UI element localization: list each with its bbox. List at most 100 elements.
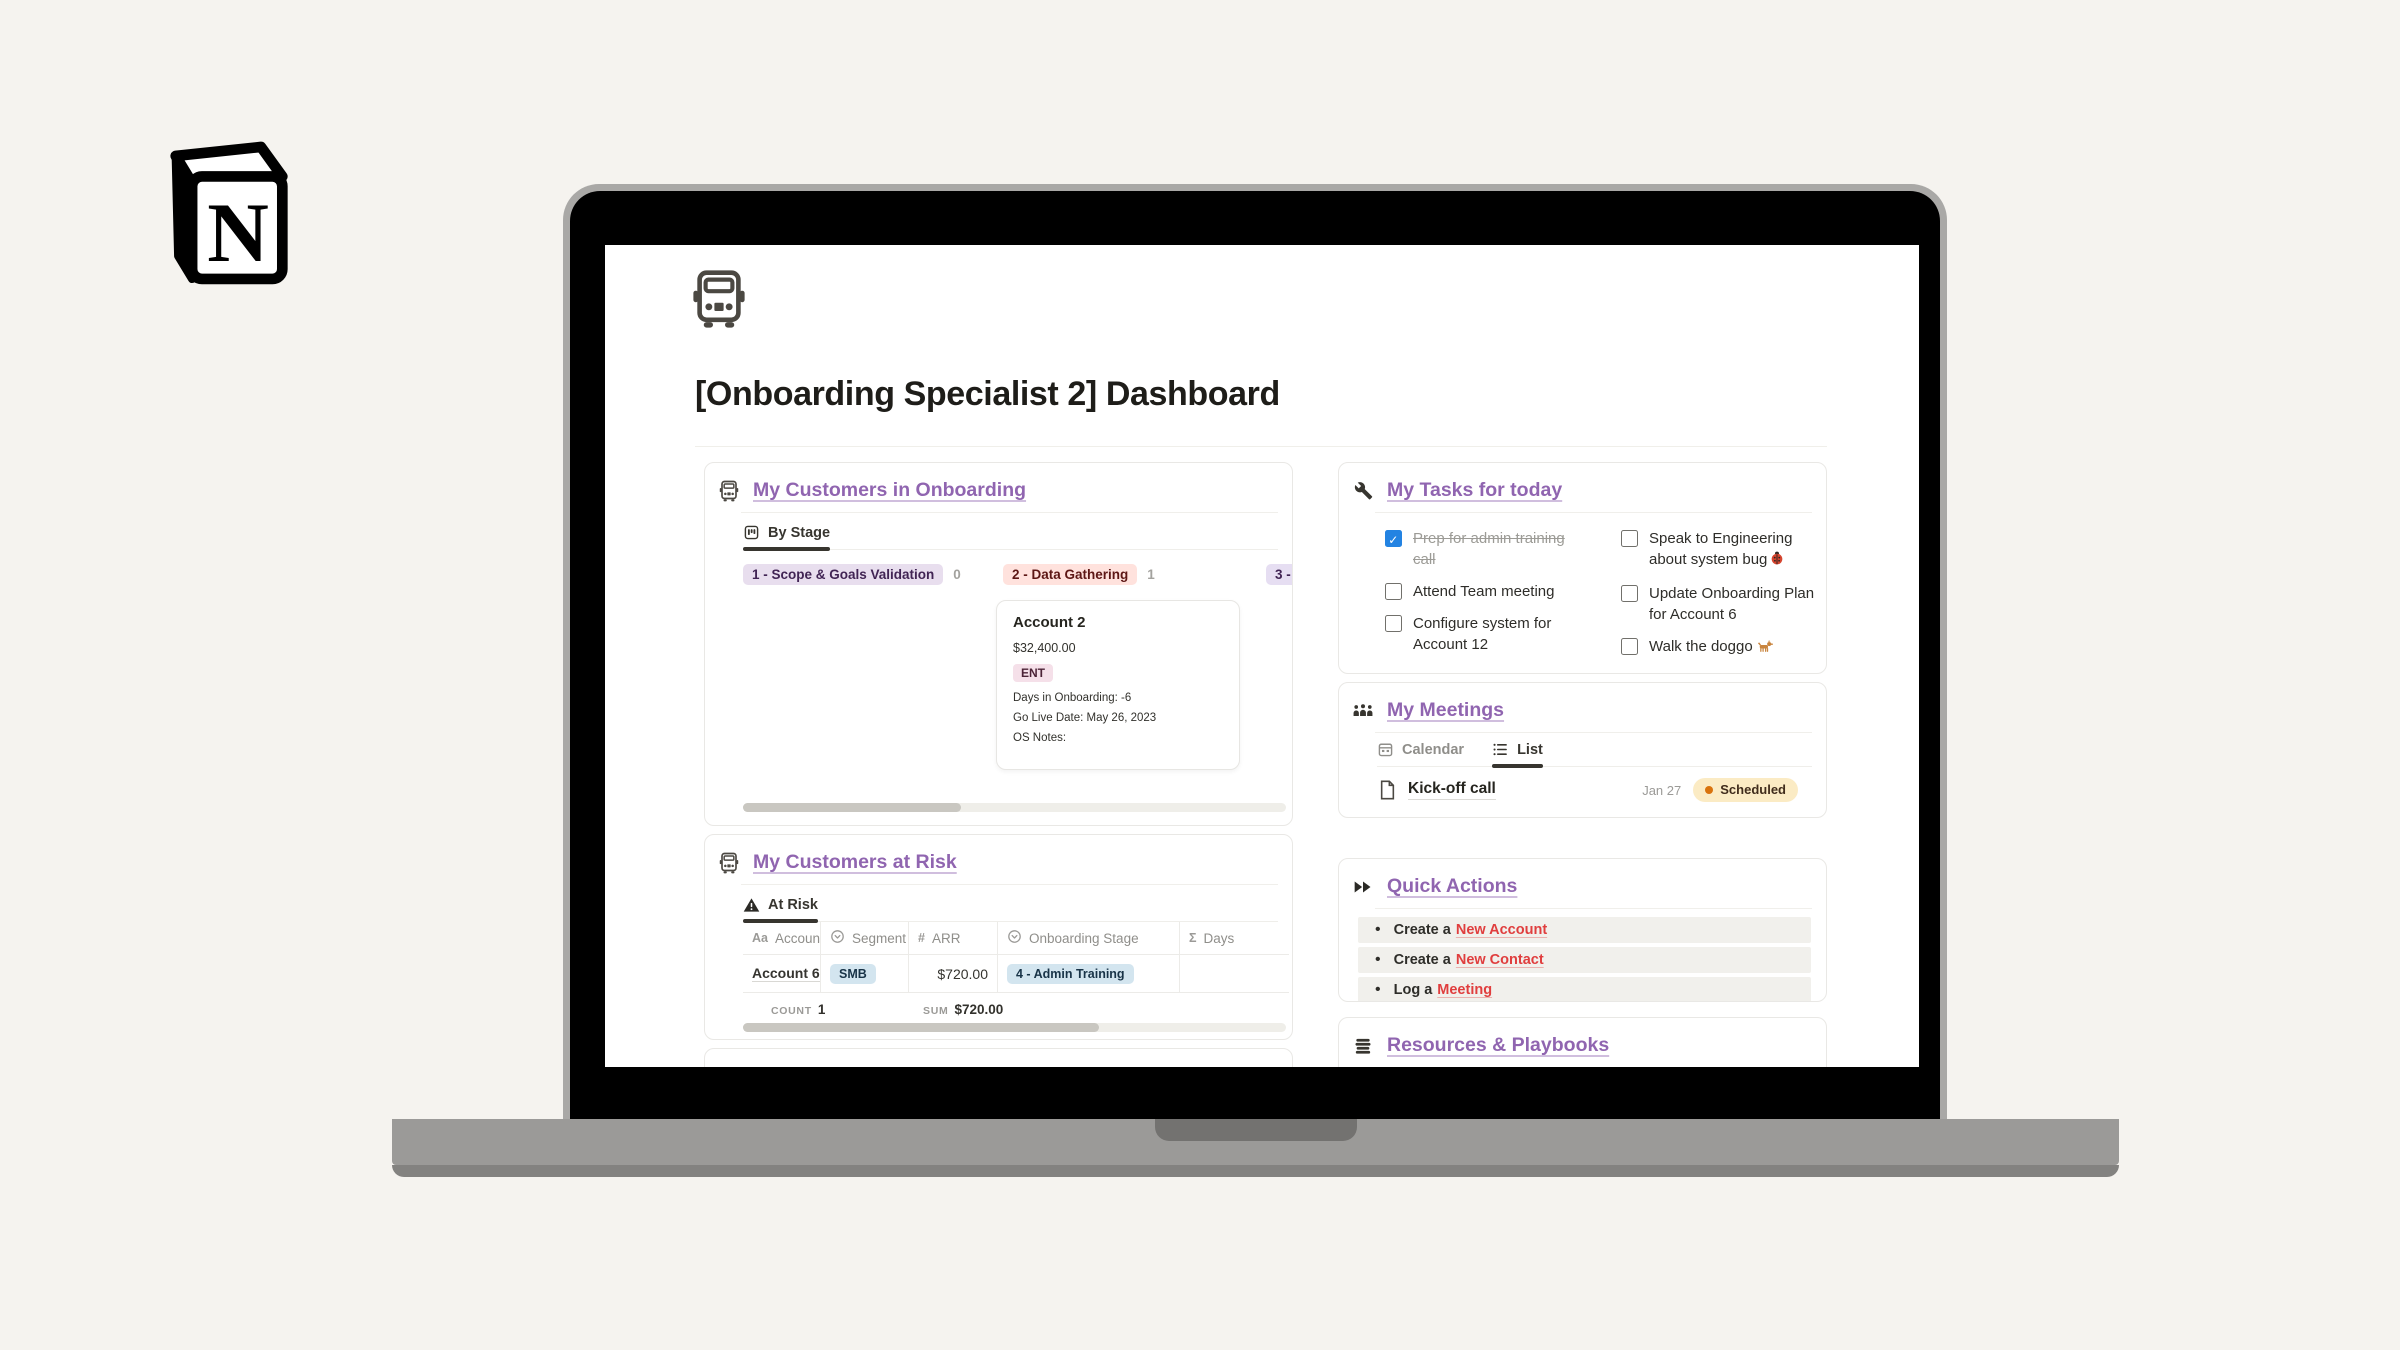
- segment-chip: ENT: [1013, 664, 1053, 682]
- meeting-date: Jan 27: [1642, 782, 1682, 798]
- account-6-link[interactable]: Account 6: [752, 965, 820, 982]
- divider: [741, 512, 1278, 513]
- card-my-meetings: My Meetings Calendar: [1338, 682, 1827, 818]
- task-item: Walk the doggo: [1621, 636, 1826, 659]
- quick-actions-list: Create a New Account Create a New Contac…: [1358, 917, 1811, 1001]
- horizontal-scrollbar[interactable]: [743, 803, 1286, 812]
- column-header-onboarding-stage[interactable]: Onboarding Stage: [998, 922, 1180, 955]
- tab-at-risk[interactable]: At Risk: [743, 896, 818, 923]
- card-customers-at-risk: My Customers at Risk At Risk: [704, 834, 1293, 1040]
- task-item: Prep for admin training call: [1385, 528, 1617, 570]
- people-icon: [1352, 700, 1374, 722]
- task-checkbox[interactable]: [1621, 530, 1638, 547]
- card-customers-onboarding: My Customers in Onboarding By Stage: [704, 462, 1293, 826]
- task-label: Speak to Engineering about system bug: [1649, 530, 1793, 568]
- column-header-days[interactable]: Σ Days: [1180, 922, 1289, 955]
- board-column-chip[interactable]: 3 -: [1266, 564, 1292, 585]
- account-name: Account 2: [1013, 614, 1086, 631]
- new-contact-link[interactable]: New Contact: [1455, 952, 1544, 968]
- resources-playbooks-link[interactable]: Resources & Playbooks: [1387, 1034, 1610, 1056]
- risk-table: Aa Account Segment # ARR: [743, 922, 1289, 1024]
- task-label: Prep for admin training call: [1413, 530, 1565, 568]
- laptop-base-edge: [392, 1165, 2119, 1177]
- laptop-bezel: [Onboarding Specialist 2] Dashboard My C…: [570, 191, 1940, 1119]
- card-resources: Resources & Playbooks: [1338, 1017, 1827, 1067]
- tab-label: By Stage: [768, 524, 831, 541]
- title-divider: [695, 446, 1827, 447]
- page-icon: [1379, 780, 1396, 800]
- wrench-icon: [1352, 480, 1374, 502]
- tab-label: Calendar: [1402, 741, 1465, 758]
- task-checkbox[interactable]: [1621, 585, 1638, 602]
- kick-off-call-link[interactable]: Kick-off call: [1408, 780, 1496, 800]
- customers-onboarding-link[interactable]: My Customers in Onboarding: [753, 479, 1027, 501]
- laptop-screen-frame: [Onboarding Specialist 2] Dashboard My C…: [563, 184, 1947, 1119]
- account-golive: Go Live Date: May 26, 2023: [1013, 712, 1157, 724]
- task-label: Walk the doggo: [1649, 638, 1753, 655]
- account-days: Days in Onboarding: -6: [1013, 692, 1132, 704]
- sum-label: SUM: [923, 1005, 949, 1017]
- tab-label: At Risk: [768, 896, 818, 913]
- board-column-count: 0: [953, 567, 961, 582]
- column-header-arr[interactable]: # ARR: [909, 922, 998, 955]
- scrollbar-thumb[interactable]: [743, 1023, 1099, 1032]
- divider: [741, 884, 1278, 885]
- task-checkbox[interactable]: [1385, 583, 1402, 600]
- meeting-row: Kick-off call Jan 27 Scheduled: [1379, 778, 1798, 802]
- task-label: Update Onboarding Plan for Account 6: [1649, 585, 1815, 623]
- board-view: 1 - Scope & Goals Validation 0 2 - Data …: [743, 564, 1292, 804]
- my-tasks-link[interactable]: My Tasks for today: [1387, 479, 1563, 501]
- number-property-icon: #: [918, 931, 925, 945]
- column-header-account[interactable]: Aa Account: [743, 922, 821, 955]
- tab-by-stage[interactable]: By Stage: [743, 524, 831, 551]
- log-meeting-link[interactable]: Meeting: [1437, 982, 1493, 998]
- laptop-base: [392, 1119, 2119, 1165]
- card-my-tasks: My Tasks for today Prep for admin traini…: [1338, 462, 1827, 674]
- board-column-chip[interactable]: 2 - Data Gathering: [1003, 564, 1138, 585]
- board-view-icon: [743, 524, 760, 541]
- task-item: Attend Team meeting: [1385, 581, 1617, 602]
- tab-label: List: [1517, 741, 1543, 758]
- select-icon: [830, 929, 845, 947]
- tab-list[interactable]: List: [1492, 741, 1543, 768]
- fast-forward-icon: [1352, 876, 1374, 898]
- notion-page: [Onboarding Specialist 2] Dashboard My C…: [605, 245, 1919, 1067]
- new-account-link[interactable]: New Account: [1455, 922, 1548, 938]
- divider: [1375, 512, 1812, 513]
- quick-action-item: Log a Meeting: [1358, 977, 1811, 1001]
- sum-value: $720.00: [954, 1002, 1004, 1017]
- scrollbar-thumb[interactable]: [743, 803, 961, 812]
- divider: [1375, 732, 1812, 733]
- laptop-notch: [1154, 1119, 1357, 1141]
- task-item: Update Onboarding Plan for Account 6: [1621, 583, 1826, 625]
- ladybug-emoji-icon: [1770, 550, 1784, 572]
- horizontal-scrollbar[interactable]: [743, 1023, 1286, 1032]
- board-column-chip[interactable]: 1 - Scope & Goals Validation: [743, 564, 944, 585]
- text-property-icon: Aa: [752, 931, 768, 945]
- card-quick-actions: Quick Actions Create a New Account Creat…: [1338, 858, 1827, 1002]
- bus-icon: [718, 852, 740, 874]
- days-value: [1180, 955, 1289, 993]
- bus-page-icon: [691, 269, 747, 329]
- divider: [1375, 908, 1812, 909]
- task-checkbox-checked[interactable]: [1385, 530, 1402, 551]
- my-meetings-link[interactable]: My Meetings: [1387, 699, 1505, 721]
- status-badge-scheduled: Scheduled: [1693, 778, 1798, 802]
- bus-icon: [718, 480, 740, 502]
- column-header-segment[interactable]: Segment: [821, 922, 909, 955]
- task-item: Speak to Engineering about system bug: [1621, 528, 1826, 572]
- board-card-account-2[interactable]: Account 2 $32,400.00 ENT Days in Onboard…: [996, 600, 1240, 770]
- tab-calendar[interactable]: Calendar: [1377, 741, 1464, 766]
- list-icon: [1492, 741, 1509, 758]
- task-checkbox[interactable]: [1385, 615, 1402, 632]
- stack-icon: [1352, 1035, 1374, 1057]
- card-partial: [704, 1048, 1293, 1067]
- quick-actions-link[interactable]: Quick Actions: [1387, 875, 1518, 897]
- notion-logo: N: [138, 132, 302, 298]
- stage-chip: 4 - Admin Training: [1007, 963, 1134, 984]
- task-checkbox[interactable]: [1621, 638, 1638, 655]
- task-list: Prep for admin training call Attend Team…: [1385, 528, 1826, 668]
- svg-text:N: N: [207, 186, 269, 280]
- dog-emoji-icon: [1756, 638, 1774, 659]
- customers-at-risk-link[interactable]: My Customers at Risk: [753, 851, 957, 873]
